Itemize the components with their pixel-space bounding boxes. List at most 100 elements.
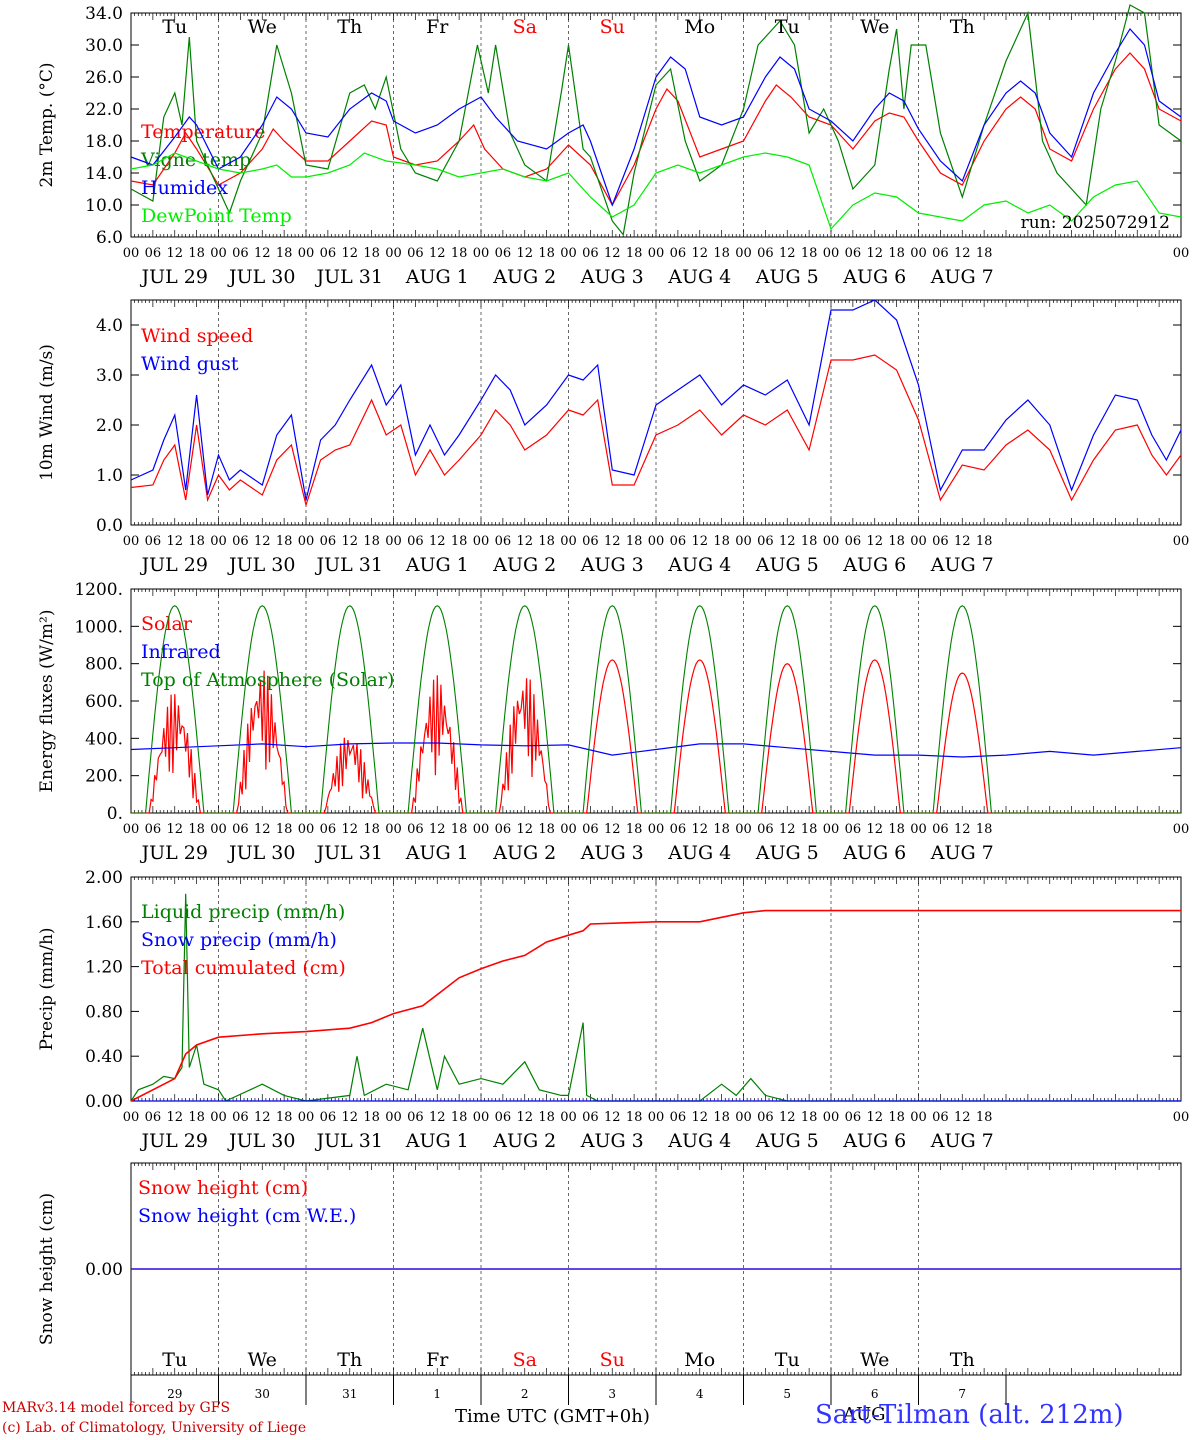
hour-label: 06 (407, 1110, 424, 1125)
date-label: AUG 6 (842, 1130, 906, 1152)
hour-label: 12 (166, 822, 183, 837)
weekday-label: Th (337, 1349, 362, 1371)
legend-wind-gust: Wind gust (141, 353, 239, 375)
date-label: JUL 31 (315, 266, 383, 288)
hour-label: 06 (495, 822, 512, 837)
hour-label: 18 (888, 246, 905, 261)
hour-label: 18 (538, 822, 555, 837)
date-label: AUG 5 (755, 554, 819, 576)
weekday-label: Su (600, 1349, 625, 1371)
date-label: AUG 5 (755, 1130, 819, 1152)
series-infrared (130, 742, 1182, 758)
month-overlay: AUG (843, 1404, 886, 1425)
date-label: AUG 4 (667, 1130, 731, 1152)
hour-label: 18 (976, 822, 993, 837)
y-axis-label: Snow height (cm) (37, 1193, 57, 1345)
hour-label: 18 (188, 534, 205, 549)
y-tick-label: 0.0 (96, 516, 123, 536)
hour-label: 00 (823, 534, 840, 549)
y-tick-label: 4.0 (96, 316, 123, 336)
y-tick-label: 2.00 (85, 868, 123, 888)
date-label: AUG 4 (667, 266, 731, 288)
legend-snow-height-cm: Snow height (cm) (138, 1177, 308, 1199)
date-label: AUG 4 (667, 554, 731, 576)
hour-label: 06 (145, 822, 162, 837)
hour-label: 00 (560, 1110, 577, 1125)
date-label: AUG 6 (842, 842, 906, 864)
hour-label: 00 (735, 246, 752, 261)
hour-label: 00 (298, 822, 315, 837)
hour-label: 18 (626, 1110, 643, 1125)
hour-label: 12 (516, 534, 533, 549)
y-tick-label: 0. (107, 804, 123, 824)
panel-5: 0.00 Snow height (cm) Snow height (cm) Snow… (37, 1162, 1182, 1405)
hour-label: 06 (757, 534, 774, 549)
date-label: AUG 1 (405, 266, 469, 288)
y-axis-label: 10m Wind (m/s) (37, 344, 57, 481)
hour-label: 06 (582, 822, 599, 837)
hour-label: 12 (691, 822, 708, 837)
hour-label: 00 (210, 534, 227, 549)
day-number-label: 31 (342, 1387, 357, 1401)
hour-label: 18 (188, 822, 205, 837)
hour-label: 12 (254, 246, 271, 261)
hour-label: 00 (385, 1110, 402, 1125)
panel-2: 0.0 1.0 2.0 3.0 4.0 10m Wind (m/s) Wind speed W… (37, 299, 1189, 576)
hour-label: 18 (801, 246, 818, 261)
hour-label: 00 (823, 246, 840, 261)
hour-label: 18 (626, 822, 643, 837)
y-tick-label: 1200. (74, 580, 123, 600)
date-label: JUL 29 (140, 266, 208, 288)
hour-label: 18 (801, 822, 818, 837)
hour-label: 06 (932, 1110, 949, 1125)
hour-label: 18 (626, 246, 643, 261)
date-label: JUL 31 (315, 1130, 383, 1152)
date-label: AUG 2 (492, 842, 556, 864)
hour-label: 00 (648, 534, 665, 549)
y-tick-label: 1.0 (96, 466, 123, 486)
hour-label: 18 (188, 1110, 205, 1125)
legend-humidex: Humidex (141, 177, 228, 199)
hour-label: 12 (954, 822, 971, 837)
date-label: AUG 7 (930, 842, 994, 864)
y-tick-label: 3.0 (96, 366, 123, 386)
hour-label: 06 (757, 1110, 774, 1125)
hour-label: 18 (451, 822, 468, 837)
weekday-label: Th (950, 1349, 975, 1371)
y-tick-label: 18.0 (85, 132, 123, 152)
hour-label: 06 (670, 534, 687, 549)
weekday-label: Sa (513, 1349, 537, 1371)
hour-label: 12 (604, 1110, 621, 1125)
hour-label: 06 (320, 534, 337, 549)
hour-label: 00 (385, 822, 402, 837)
hour-label: 06 (232, 822, 249, 837)
xaxis-title: Time UTC (GMT+0h) (455, 1406, 650, 1427)
hour-label: 12 (254, 822, 271, 837)
y-tick-label: 0.80 (85, 1002, 123, 1022)
hour-label: 00 (648, 822, 665, 837)
hour-label: 12 (429, 1110, 446, 1125)
hour-label: 18 (363, 1110, 380, 1125)
hour-label: 06 (407, 822, 424, 837)
hour-label: 18 (713, 246, 730, 261)
date-label: JUL 30 (227, 266, 295, 288)
hour-label: 12 (341, 246, 358, 261)
hour-label: 00 (123, 822, 140, 837)
hour-label: 12 (254, 534, 271, 549)
hour-label: 06 (757, 822, 774, 837)
hour-label: 12 (866, 822, 883, 837)
hour-label: 12 (691, 246, 708, 261)
panel-3: 0. 200. 400. 600. 800. 1000. 1200. Energy fluxe… (37, 580, 1189, 864)
hour-label: 12 (254, 1110, 271, 1125)
date-label: AUG 1 (405, 554, 469, 576)
hour-label: 12 (866, 534, 883, 549)
weekday-label: Tu (775, 16, 800, 38)
hour-label: 12 (429, 246, 446, 261)
hour-label: 12 (604, 822, 621, 837)
hour-label: 12 (604, 534, 621, 549)
hour-label: 00 (823, 1110, 840, 1125)
series-vigne-temp (130, 4, 1182, 237)
hour-label: 18 (801, 534, 818, 549)
hour-label: 12 (691, 534, 708, 549)
hour-label: 00 (298, 246, 315, 261)
